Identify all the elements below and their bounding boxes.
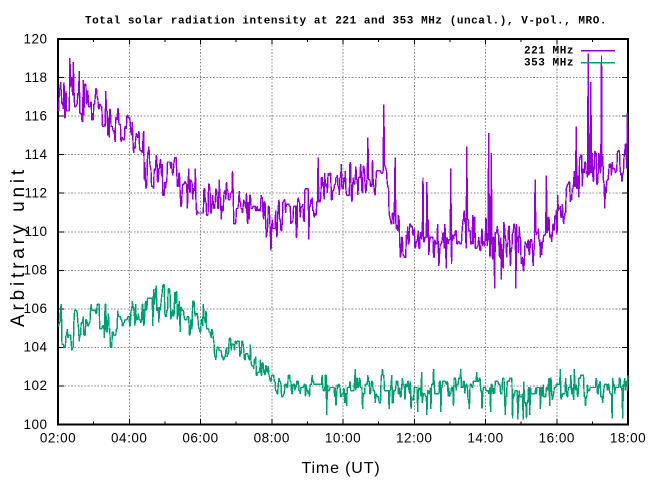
svg-text:104: 104 xyxy=(23,340,47,355)
svg-text:120: 120 xyxy=(23,31,47,46)
svg-text:Time (UT): Time (UT) xyxy=(301,460,380,477)
svg-text:102: 102 xyxy=(23,378,47,393)
svg-text:353 MHz: 353 MHz xyxy=(524,58,574,70)
svg-text:06:00: 06:00 xyxy=(182,431,218,446)
svg-text:112: 112 xyxy=(24,186,47,201)
svg-text:14:00: 14:00 xyxy=(467,431,503,446)
svg-text:10:00: 10:00 xyxy=(325,431,361,446)
svg-text:12:00: 12:00 xyxy=(396,431,432,446)
svg-text:108: 108 xyxy=(23,263,47,278)
svg-text:114: 114 xyxy=(24,147,47,162)
svg-text:04:00: 04:00 xyxy=(111,431,147,446)
svg-text:106: 106 xyxy=(23,301,47,316)
svg-text:16:00: 16:00 xyxy=(539,431,575,446)
svg-text:221 MHz: 221 MHz xyxy=(524,46,574,58)
svg-text:100: 100 xyxy=(23,417,47,432)
svg-text:110: 110 xyxy=(24,224,47,239)
svg-text:18:00: 18:00 xyxy=(610,431,646,446)
svg-text:116: 116 xyxy=(24,108,47,123)
svg-text:118: 118 xyxy=(24,70,47,85)
svg-text:Arbitrary unit: Arbitrary unit xyxy=(8,166,29,327)
svg-text:02:00: 02:00 xyxy=(40,431,76,446)
svg-text:08:00: 08:00 xyxy=(254,431,290,446)
svg-text:Total solar radiation intensit: Total solar radiation intensity at 221 a… xyxy=(85,15,607,27)
